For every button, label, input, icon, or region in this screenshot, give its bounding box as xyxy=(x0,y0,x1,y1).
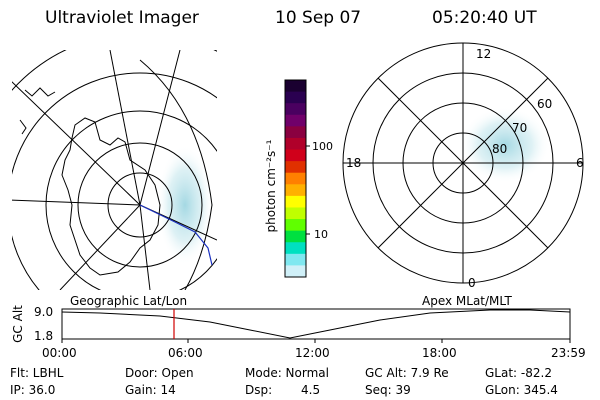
info-dsp-value: 4.5 xyxy=(301,383,321,397)
coastline xyxy=(19,119,27,135)
info-door: Door: Open xyxy=(125,366,194,380)
colorbar xyxy=(285,80,306,278)
info-mode: Mode: Normal xyxy=(245,366,329,380)
colorbar-segment xyxy=(285,149,306,162)
colorbar-segment xyxy=(285,137,306,151)
mlat-label-70: 70 xyxy=(512,121,528,135)
colorbar-segment xyxy=(285,91,306,104)
apex-polar-plot xyxy=(342,42,584,284)
time-label: 05:20:40 UT xyxy=(432,8,537,28)
mlt-diagonal xyxy=(377,77,549,249)
meridian xyxy=(139,204,151,290)
timeline-ytick-top: 9.0 xyxy=(34,305,54,319)
timeline-ytick-bottom: 1.8 xyxy=(34,329,54,343)
colorbar-segment xyxy=(285,207,306,220)
colorbar-segment xyxy=(285,114,306,127)
colorbar-segment xyxy=(285,80,306,93)
mlt-label-18: 18 xyxy=(346,156,362,170)
colorbar-segment xyxy=(285,172,306,185)
lat-circle xyxy=(77,142,203,268)
app-title: Ultraviolet Imager xyxy=(45,8,199,28)
info-gc-alt: GC Alt: 7.9 Re xyxy=(365,366,449,380)
colorbar-segment xyxy=(285,265,306,278)
lat-circle xyxy=(107,172,173,238)
meridian xyxy=(12,199,141,206)
info-dsp-label: Dsp: xyxy=(245,383,273,397)
geo-panel-label: Geographic Lat/Lon xyxy=(70,294,188,308)
colorbar-segment xyxy=(285,253,306,266)
coastline xyxy=(24,87,56,97)
timeline-frame xyxy=(61,308,571,340)
timeline-xtick-0000: 00:00 xyxy=(42,346,77,360)
timeline-xtick-0600: 06:00 xyxy=(168,346,203,360)
aurora-glow-geo xyxy=(157,145,213,265)
lat-circle xyxy=(12,72,217,290)
colorbar-segment xyxy=(285,195,306,208)
apex-panel-label: Apex MLat/MLT xyxy=(422,294,512,308)
mlat-label-60: 60 xyxy=(537,97,553,111)
timeline-xtick-2359: 23:59 xyxy=(551,346,586,360)
info-gain: Gain: 14 xyxy=(125,383,176,397)
mlt-label-12: 12 xyxy=(476,47,492,61)
timeline-xtick-1800: 18:00 xyxy=(422,346,457,360)
colorbar-tick-100: 100 xyxy=(312,140,333,153)
mlat-label-80: 80 xyxy=(492,142,508,156)
geographic-map xyxy=(12,50,217,290)
colorbar-segment xyxy=(285,242,306,255)
colorbar-segment xyxy=(285,103,306,116)
colorbar-segment xyxy=(285,161,306,174)
info-seq: Seq: 39 xyxy=(365,383,411,397)
mlt-label-0: 0 xyxy=(468,276,476,290)
info-filter: Flt: LBHL xyxy=(10,366,64,380)
meridian xyxy=(59,204,141,290)
aurora-glow-apex xyxy=(460,107,550,183)
meridian xyxy=(12,81,141,206)
meridian xyxy=(109,50,141,206)
gc-alt-curve xyxy=(61,309,571,339)
limb-arc xyxy=(139,59,213,290)
terminator-line xyxy=(139,204,213,266)
meridian xyxy=(139,50,181,206)
colorbar-unit-label: photon cm⁻²s⁻¹ xyxy=(264,139,278,233)
colorbar-frame xyxy=(284,79,307,278)
lat-circle xyxy=(45,110,217,290)
timeline-xtick-1200: 12:00 xyxy=(295,346,330,360)
info-glon: GLon: 345.4 xyxy=(485,383,558,397)
colorbar-segment xyxy=(285,126,306,139)
mlt-label-6: 6 xyxy=(576,156,584,170)
coastline xyxy=(61,117,161,276)
colorbar-segment xyxy=(285,219,306,232)
timeline-axis-label: GC Alt xyxy=(11,305,25,343)
colorbar-segment xyxy=(285,184,306,197)
timeline-plot xyxy=(61,308,571,343)
colorbar-segment xyxy=(285,230,306,243)
colorbar-tick-10: 10 xyxy=(314,228,328,241)
info-glat: GLat: -82.2 xyxy=(485,366,552,380)
info-ip: IP: 36.0 xyxy=(10,383,56,397)
date-label: 10 Sep 07 xyxy=(275,8,362,28)
